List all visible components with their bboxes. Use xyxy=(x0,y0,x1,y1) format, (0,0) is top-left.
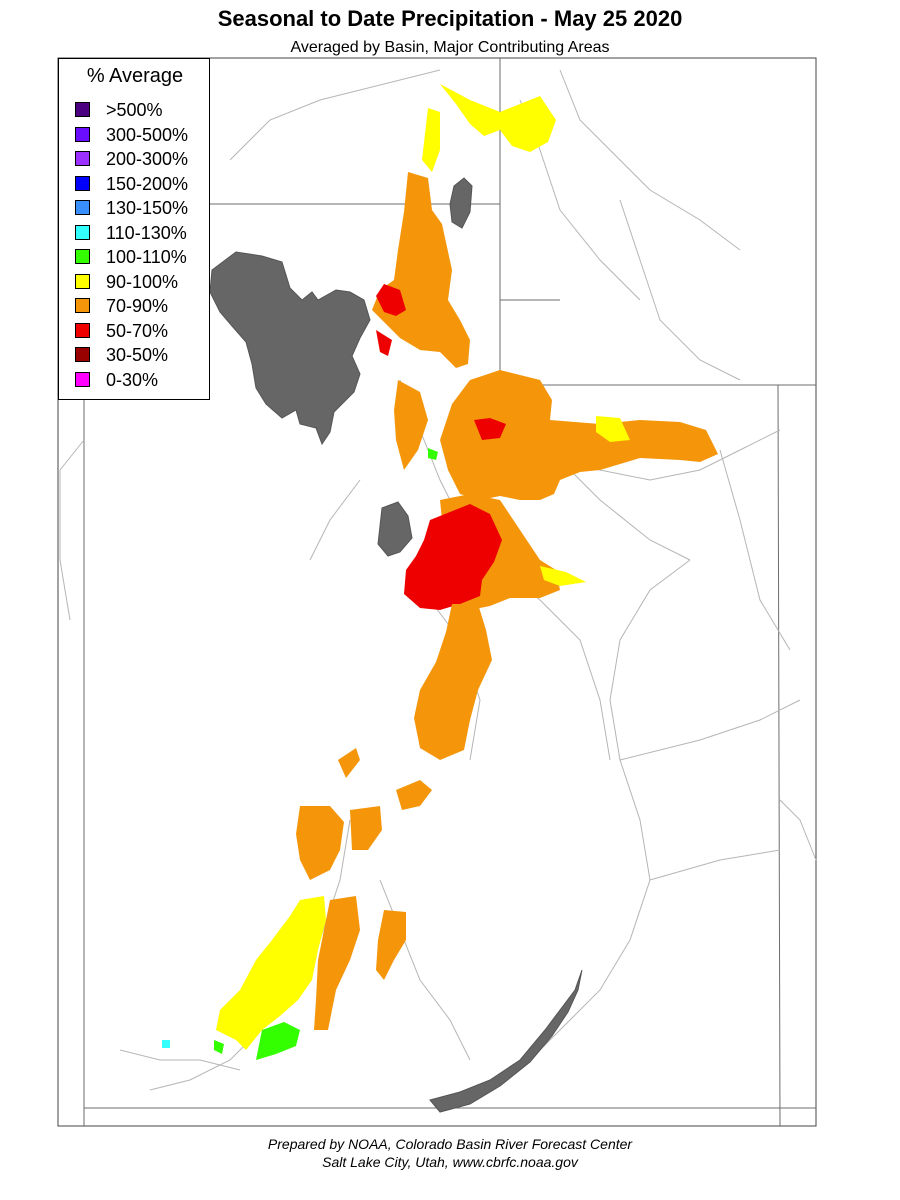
basin-orange xyxy=(372,172,470,368)
legend-label: 300-500% xyxy=(106,124,189,145)
legend-label: 110-130% xyxy=(106,222,187,243)
basin-orange xyxy=(440,370,718,500)
legend-swatch xyxy=(75,298,90,313)
legend-label: 70-90% xyxy=(106,296,169,316)
legend-item-100-110: 100-110% xyxy=(75,246,187,268)
basin-regions xyxy=(162,84,718,1060)
legend-swatch xyxy=(75,371,90,387)
basin-orange xyxy=(296,806,344,880)
map-subtitle: Averaged by Basin, Major Contributing Ar… xyxy=(290,39,610,56)
legend-label: 100-110% xyxy=(106,247,187,267)
map-title: Seasonal to Date Precipitation - May 25 … xyxy=(217,6,683,31)
legend-label: 150-200% xyxy=(106,173,189,194)
legend-item-90-100: 90-100% xyxy=(75,271,178,293)
basin-yellow xyxy=(540,566,586,586)
legend-swatch xyxy=(75,175,90,191)
legend-swatch xyxy=(75,102,90,117)
legend-swatch xyxy=(75,200,90,215)
legend-swatch xyxy=(75,273,90,289)
legend-item-130-150: 130-150% xyxy=(75,197,188,219)
legend-item-200-300: 200-300% xyxy=(75,148,188,170)
legend-swatch xyxy=(75,126,90,142)
basin-cyan xyxy=(162,1040,170,1048)
basin-orange xyxy=(338,748,360,778)
legend-swatch xyxy=(75,347,90,362)
basin-yellow xyxy=(216,896,326,1050)
legend-label: 200-300% xyxy=(106,149,189,169)
legend-swatch xyxy=(75,249,90,264)
legend-label: 0-30% xyxy=(106,369,159,390)
legend-label: 30-50% xyxy=(106,345,169,365)
legend-label: 90-100% xyxy=(106,271,179,292)
legend-swatch xyxy=(75,322,90,338)
legend-item-150-200: 150-200% xyxy=(75,173,188,195)
map-frame xyxy=(57,57,817,1127)
footer-line-1: Prepared by NOAA, Colorado Basin River F… xyxy=(267,1136,633,1152)
legend-item-30-50-: 30-50% xyxy=(75,344,168,366)
utah-lake xyxy=(377,501,413,557)
basin-orange xyxy=(376,910,406,980)
legend-label: 50-70% xyxy=(106,320,169,341)
basin-yellow xyxy=(440,84,556,152)
basin-orange xyxy=(414,604,492,760)
basin-yellow xyxy=(422,108,440,172)
legend-swatch xyxy=(75,151,90,166)
legend: % Average >500% 300-500% 200-300% 150-20… xyxy=(58,58,210,400)
footer-line-2: Salt Lake City, Utah, www.cbrfc.noaa.gov xyxy=(322,1154,578,1170)
legend-item-50-70: 50-70% xyxy=(75,320,168,342)
legend-item-gt500: >500% xyxy=(75,99,163,121)
basin-red xyxy=(376,330,392,356)
basin-yellow xyxy=(596,416,630,442)
legend-label: >500% xyxy=(106,100,163,120)
basin-green xyxy=(428,448,438,460)
legend-item-110-130: 110-130% xyxy=(75,222,187,244)
basin-red xyxy=(474,418,506,440)
basin-orange xyxy=(314,896,360,1030)
legend-label: 130-150% xyxy=(106,198,189,218)
legend-item-300-500: 300-500% xyxy=(75,124,188,146)
basin-red xyxy=(376,284,406,316)
legend-title: % Average xyxy=(86,65,184,87)
legend-item-0-30-: 0-30% xyxy=(75,369,158,391)
bear-lake xyxy=(449,177,473,229)
basin-green xyxy=(214,1040,224,1054)
legend-swatch xyxy=(75,224,90,240)
great-salt-lake xyxy=(209,251,371,446)
basin-orange xyxy=(350,806,382,850)
lake-powell xyxy=(429,969,583,1113)
basin-orange xyxy=(394,380,428,470)
basin-green xyxy=(256,1022,300,1060)
basin-red xyxy=(404,504,502,610)
legend-item-70-90: 70-90% xyxy=(75,295,168,317)
basin-orange xyxy=(396,780,432,810)
